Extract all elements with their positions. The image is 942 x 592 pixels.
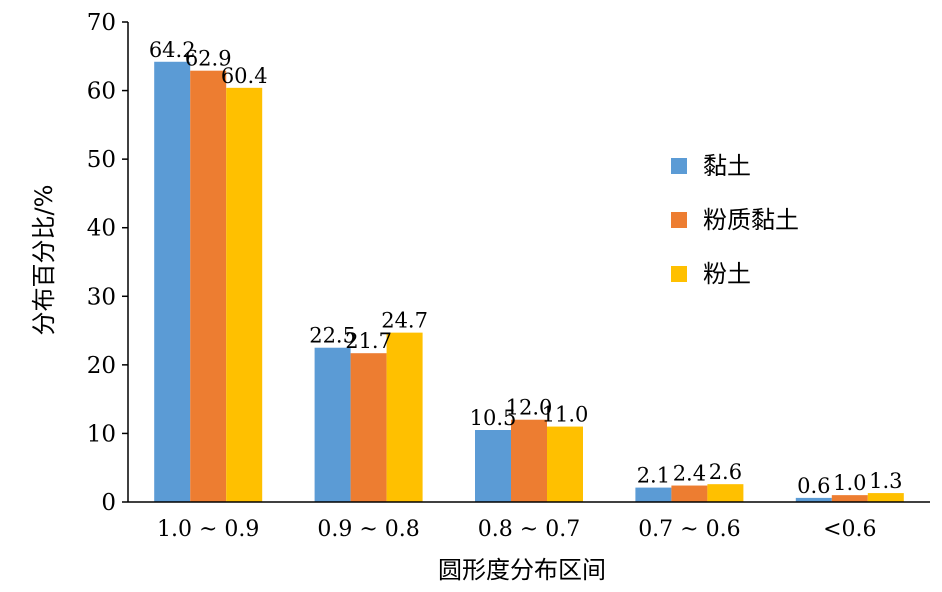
bar-2-1	[190, 70, 227, 502]
bar-2-4	[671, 485, 708, 502]
bar-1-4	[635, 487, 672, 502]
data-label-2-3: 12.0	[506, 396, 553, 420]
data-label-2-1: 62.9	[185, 47, 232, 71]
bar-3-3	[547, 426, 583, 502]
x-tick-label-3: 0.8 ~ 0.7	[478, 517, 580, 542]
x-tick-label-5: <0.6	[823, 517, 876, 542]
legend-swatch-2	[671, 212, 687, 228]
data-label-2-2: 21.7	[345, 329, 392, 353]
bar-3-1	[226, 87, 263, 502]
data-label-1-2: 22.5	[309, 324, 356, 348]
bars-layer	[154, 61, 904, 503]
bar-2-3	[511, 419, 547, 502]
data-label-3-5: 1.3	[869, 469, 902, 493]
y-tick-label-4: 40	[87, 216, 116, 242]
bar-1-3	[475, 430, 511, 502]
data-label-3-2: 24.7	[381, 309, 428, 333]
legend-label-3: 粉土	[703, 260, 751, 288]
y-tick-label-6: 60	[87, 79, 116, 105]
bar-2-5	[831, 495, 868, 502]
data-label-2-5: 1.0	[833, 471, 866, 495]
data-label-3-3: 11.0	[542, 403, 589, 427]
data-label-1-3: 10.5	[470, 406, 517, 430]
bar-3-5	[867, 493, 904, 502]
x-tick-label-4: 0.7 ~ 0.6	[638, 517, 740, 542]
data-labels-layer: 64.262.960.422.521.724.710.512.011.02.1 2…	[149, 38, 903, 498]
axes-layer: 0 10 20 30 40 50 60 70 1.0 ~ 0.9 0.9 ~ 0.8 0.8 ~ 0…	[87, 10, 930, 542]
y-tick-label-0: 0	[101, 490, 116, 516]
y-tick-label-5: 50	[87, 147, 116, 173]
y-tick-label-7: 70	[87, 10, 116, 36]
legend-label-2: 粉质黏土	[703, 206, 799, 234]
data-label-2-4: 2.4	[673, 462, 706, 486]
x-tick-label-1: 1.0 ~ 0.9	[157, 517, 259, 542]
bar-2-2	[350, 353, 387, 502]
legend-label-1: 黏土	[703, 152, 751, 180]
x-axis-label: 圆形度分布区间	[438, 556, 606, 584]
x-tick-label-2: 0.9 ~ 0.8	[317, 517, 419, 542]
bar-1-1	[154, 61, 191, 503]
bar-1-5	[795, 497, 832, 502]
legend-swatch-3	[671, 266, 687, 282]
y-tick-label-2: 20	[87, 353, 116, 379]
data-label-3-4: 2.6	[709, 460, 742, 484]
data-label-1-4: 2.1	[637, 464, 670, 488]
y-tick-label-3: 30	[87, 284, 116, 310]
bar-1-2	[314, 347, 351, 502]
bar-3-4	[707, 484, 744, 502]
data-label-1-5: 0.6	[797, 474, 830, 498]
data-label-1-1: 64.2	[149, 38, 196, 62]
legend-swatch-1	[671, 158, 687, 174]
y-axis-label: 分布百分比/%	[30, 185, 58, 336]
bar-3-2	[386, 332, 423, 502]
y-tick-label-1: 10	[87, 421, 116, 447]
data-label-3-1: 60.4	[221, 64, 268, 88]
